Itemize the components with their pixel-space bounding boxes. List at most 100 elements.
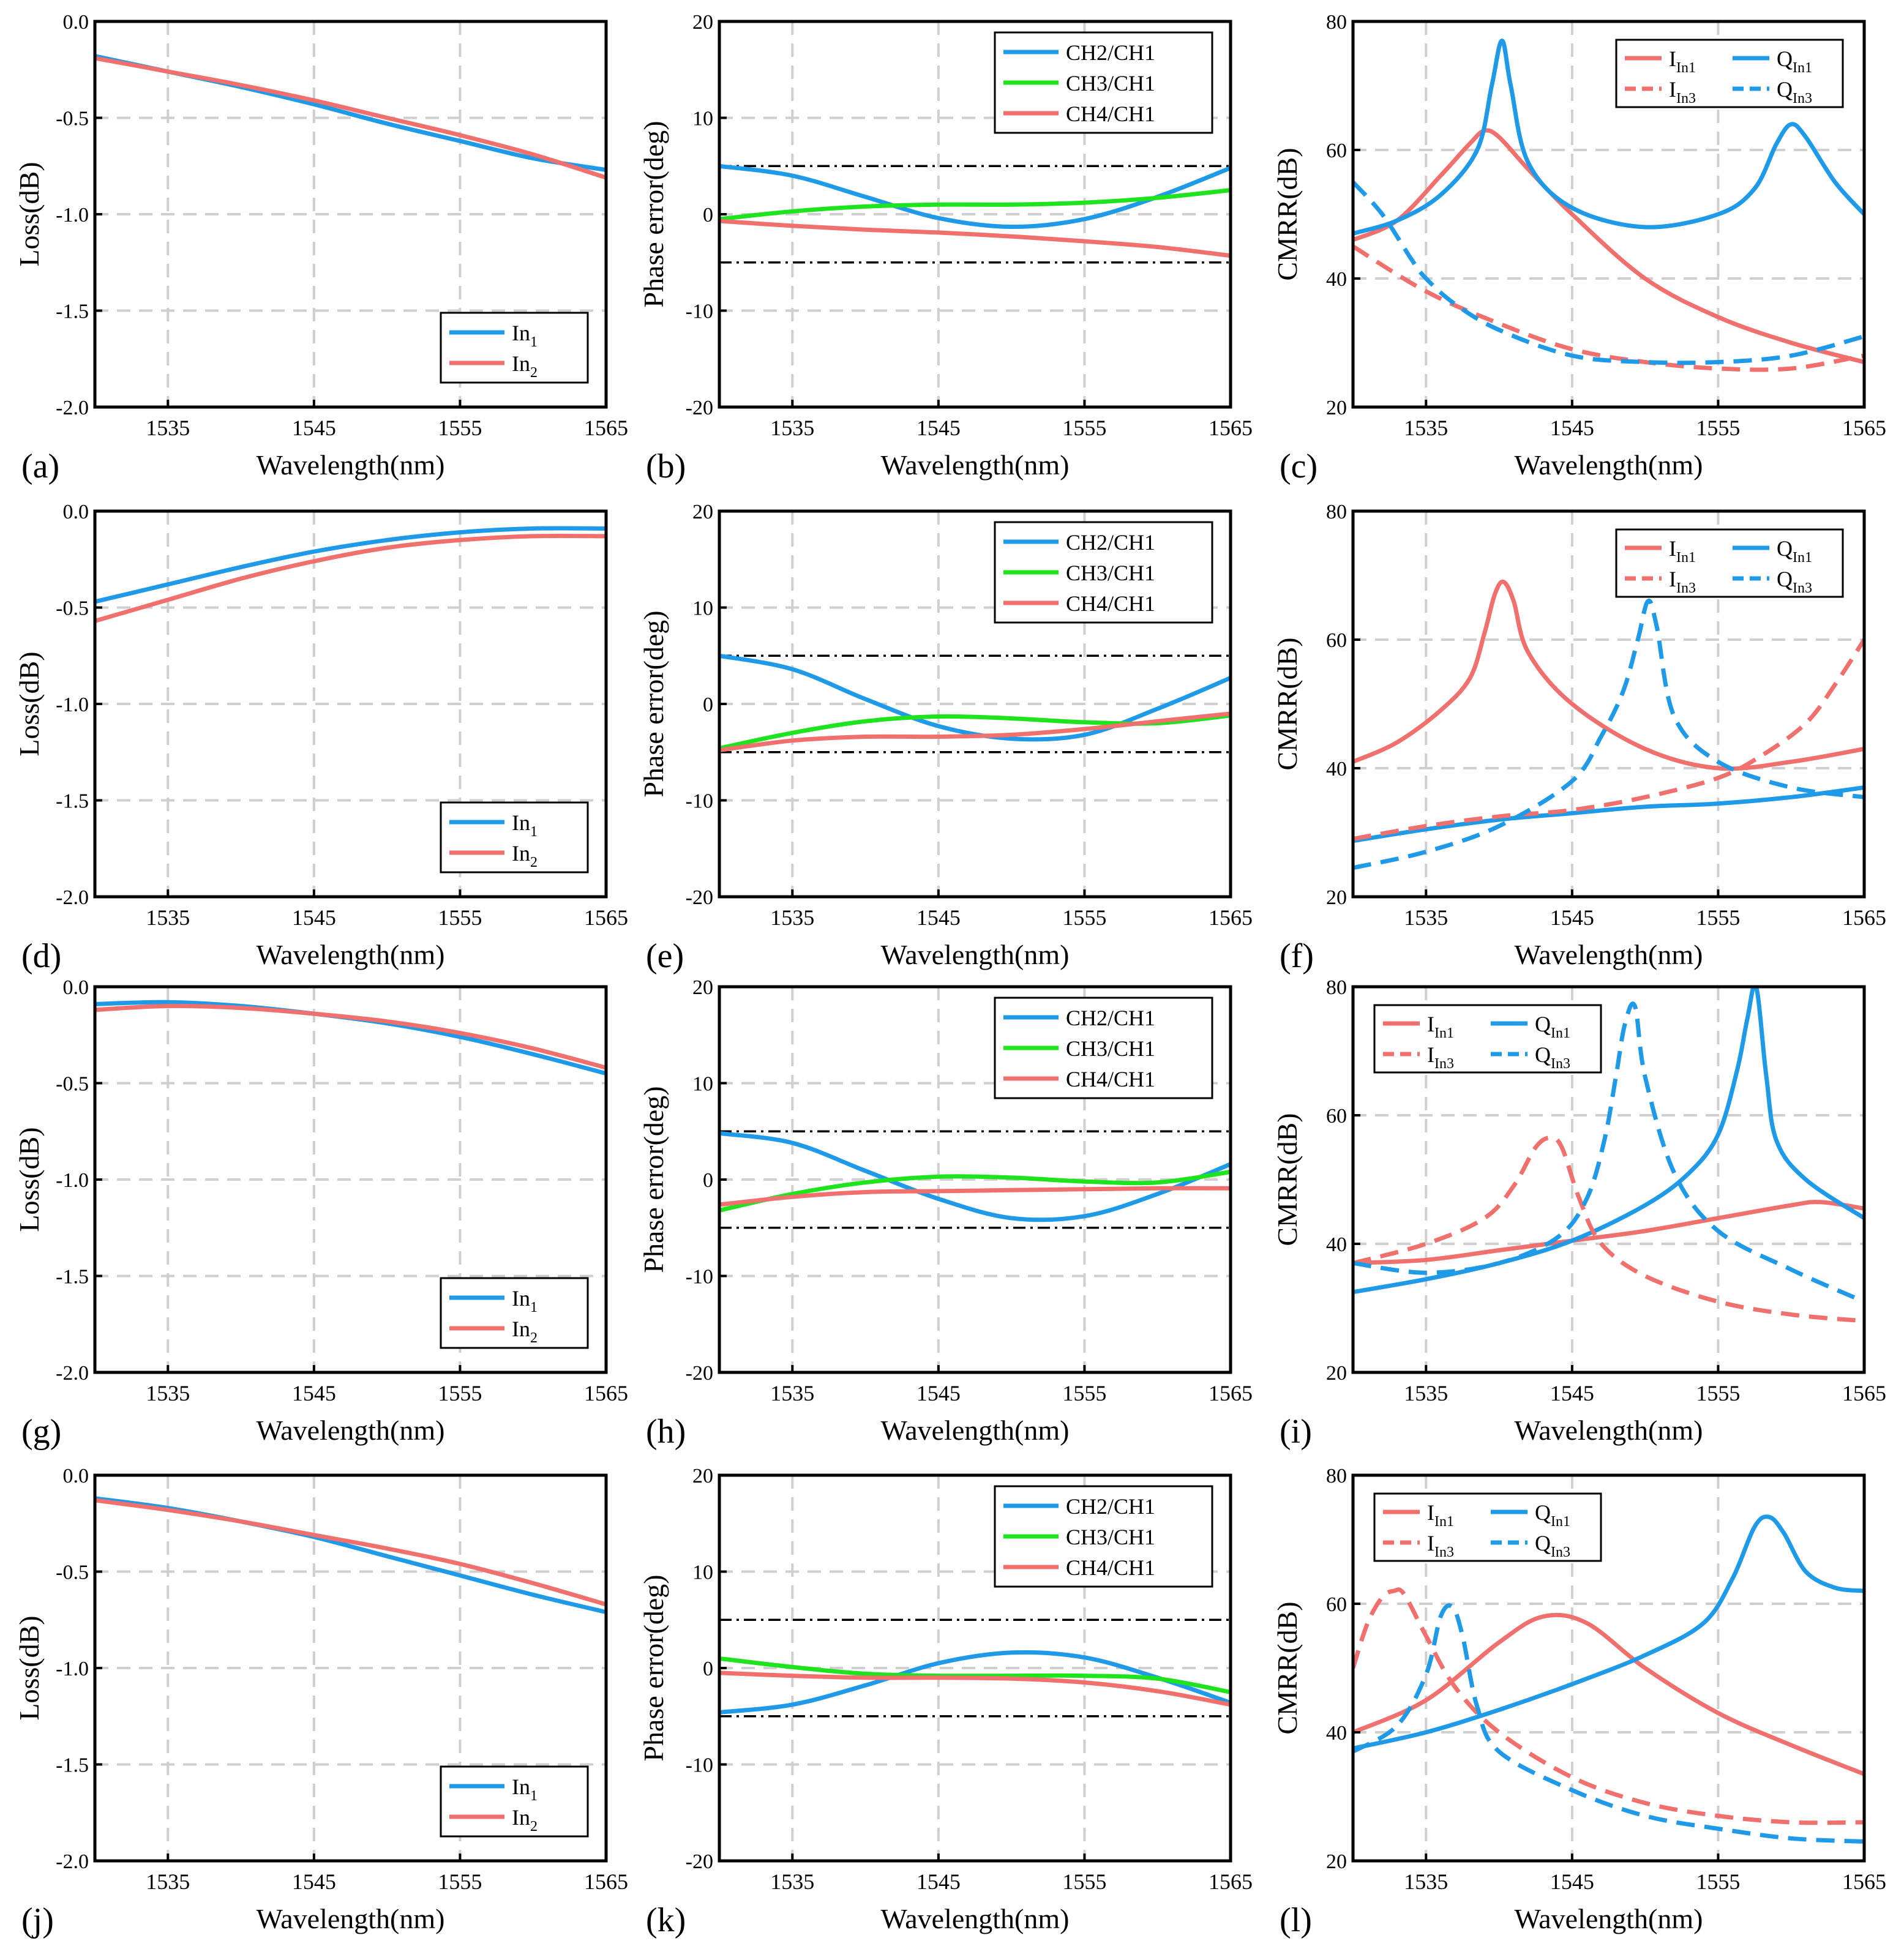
y-tick-label: 20: [692, 501, 713, 523]
y-tick-label: 40: [1326, 758, 1347, 780]
panel-label: (f): [1280, 937, 1314, 975]
y-axis-label: CMRR(dB): [1272, 1113, 1303, 1246]
y-tick-label: -20: [686, 1850, 713, 1873]
panel-label: (g): [21, 1413, 61, 1451]
panel-j: 1535 1545 1555 1565 0.0 -0.5 -1.0 -1.5 -2.0 Wavel…: [13, 1465, 628, 1939]
legend-label: CH2/CH1: [1066, 530, 1155, 555]
x-tick-label: 1555: [1062, 416, 1106, 440]
y-tick-label: 60: [1326, 1105, 1347, 1128]
y-axis-label: CMRR(dB): [1272, 148, 1303, 280]
legend-box: [440, 312, 589, 384]
panel-label: (k): [646, 1901, 686, 1939]
y-tick-label: -2.0: [56, 397, 89, 419]
series-line-q-in3-dashed: [1353, 1001, 1864, 1304]
y-tick-label: 20: [692, 976, 713, 999]
panel-label: (h): [646, 1413, 686, 1451]
series-line-ch4-ch1: [719, 711, 1231, 753]
legend-box: [1373, 1004, 1602, 1074]
legend-box: [440, 1277, 589, 1349]
panel-k: 1535 1545 1555 1565 20 10 0 -10 -20 Wavelength(nm…: [638, 1465, 1253, 1939]
x-tick-label: 1545: [292, 1869, 336, 1894]
panel-label: (e): [646, 937, 684, 975]
legend-label: CH3/CH1: [1066, 561, 1155, 585]
y-tick-label: -1.5: [56, 1266, 89, 1289]
legend-box: [1615, 39, 1844, 108]
y-tick-label: 80: [1326, 1465, 1347, 1487]
y-tick-label: 0: [703, 694, 713, 716]
series-line-in-2: [95, 56, 606, 180]
series-line-q-in3-dashed: [1353, 181, 1864, 365]
legend-box: [440, 1765, 589, 1838]
legend-label: CH2/CH1: [1066, 40, 1155, 65]
y-tick-label: 10: [692, 108, 713, 130]
panel-c: 1535 1545 1555 1565 80 60 40 20 Wavelength(nm) CM…: [1272, 11, 1886, 485]
x-tick-label: 1535: [146, 1869, 190, 1894]
y-tick-label: -2.0: [56, 1850, 89, 1873]
x-axis-label: Wavelength(nm): [257, 1415, 445, 1446]
series-line-q-in1: [1353, 1514, 1864, 1751]
x-tick-label: 1535: [770, 1869, 814, 1894]
legend: CH2/CH1 CH3/CH1 CH4/CH1: [994, 521, 1213, 624]
y-axis-label: Phase error(deg): [638, 610, 669, 797]
x-tick-label: 1535: [1404, 416, 1448, 440]
axes-frame: [1351, 1473, 1866, 1863]
x-axis-label: Wavelength(nm): [1515, 939, 1703, 970]
panel-label: (l): [1280, 1901, 1312, 1939]
series-line-ch4-ch1: [719, 1670, 1231, 1707]
x-tick-label: 1565: [1209, 1869, 1253, 1894]
y-tick-label: -1.0: [56, 204, 89, 226]
y-tick-label: -10: [686, 1754, 713, 1777]
x-axis-label: Wavelength(nm): [1515, 449, 1703, 481]
series-line-in-2: [95, 1003, 606, 1070]
panel-label: (j): [21, 1901, 54, 1939]
x-axis-label: Wavelength(nm): [881, 939, 1070, 970]
legend-label: CH3/CH1: [1066, 1036, 1155, 1061]
x-tick-label: 1545: [916, 416, 961, 440]
y-tick-label: -2.0: [56, 1362, 89, 1385]
series-line-ch4-ch1: [719, 1186, 1231, 1207]
legend: CH2/CH1 CH3/CH1 CH4/CH1: [994, 31, 1213, 134]
y-axis-label: Loss(dB): [13, 162, 45, 266]
axes-frame: [1351, 985, 1866, 1374]
y-axis-label: Phase error(deg): [638, 1086, 669, 1273]
panel-l: 1535 1545 1555 1565 80 60 40 20 Wavelength(nm) CM…: [1272, 1465, 1886, 1939]
legend-box: [440, 801, 589, 873]
series-line-q-in1: [1353, 39, 1864, 236]
y-tick-label: -20: [686, 886, 713, 909]
y-tick-label: 20: [1326, 1850, 1347, 1873]
series-line-ch3-ch1: [719, 1169, 1231, 1213]
x-tick-label: 1555: [438, 416, 482, 440]
legend: CH2/CH1 CH3/CH1 CH4/CH1: [994, 997, 1213, 1099]
y-tick-label: -1.5: [56, 790, 89, 813]
panel-label: (a): [21, 447, 59, 485]
legend-box: [1615, 528, 1844, 598]
y-tick-label: 20: [1326, 886, 1347, 909]
x-tick-label: 1565: [1842, 1381, 1886, 1405]
legend-label: CH3/CH1: [1066, 71, 1155, 95]
y-tick-label: 0: [703, 204, 713, 226]
x-tick-label: 1535: [146, 905, 190, 930]
x-tick-label: 1565: [1842, 1869, 1886, 1894]
series-line-i-in1: [1353, 1612, 1864, 1776]
y-tick-label: 20: [1326, 397, 1347, 419]
x-tick-label: 1565: [584, 416, 628, 440]
x-tick-label: 1545: [292, 416, 336, 440]
legend-label: CH4/CH1: [1066, 1555, 1155, 1580]
series-line-in-2: [95, 533, 606, 623]
x-tick-label: 1565: [584, 905, 628, 930]
x-tick-label: 1535: [1404, 1381, 1448, 1405]
axes-frame: [1351, 20, 1866, 409]
x-tick-label: 1565: [584, 1869, 628, 1894]
x-tick-label: 1545: [1550, 905, 1594, 930]
y-tick-label: 80: [1326, 11, 1347, 34]
x-tick-label: 1545: [916, 1381, 961, 1405]
x-tick-label: 1555: [1062, 905, 1106, 930]
legend-label: CH4/CH1: [1066, 102, 1155, 126]
x-tick-label: 1535: [770, 416, 814, 440]
y-tick-label: -1.5: [56, 1754, 89, 1777]
legend-box: [1373, 1492, 1602, 1562]
y-tick-label: -0.5: [56, 1073, 89, 1096]
